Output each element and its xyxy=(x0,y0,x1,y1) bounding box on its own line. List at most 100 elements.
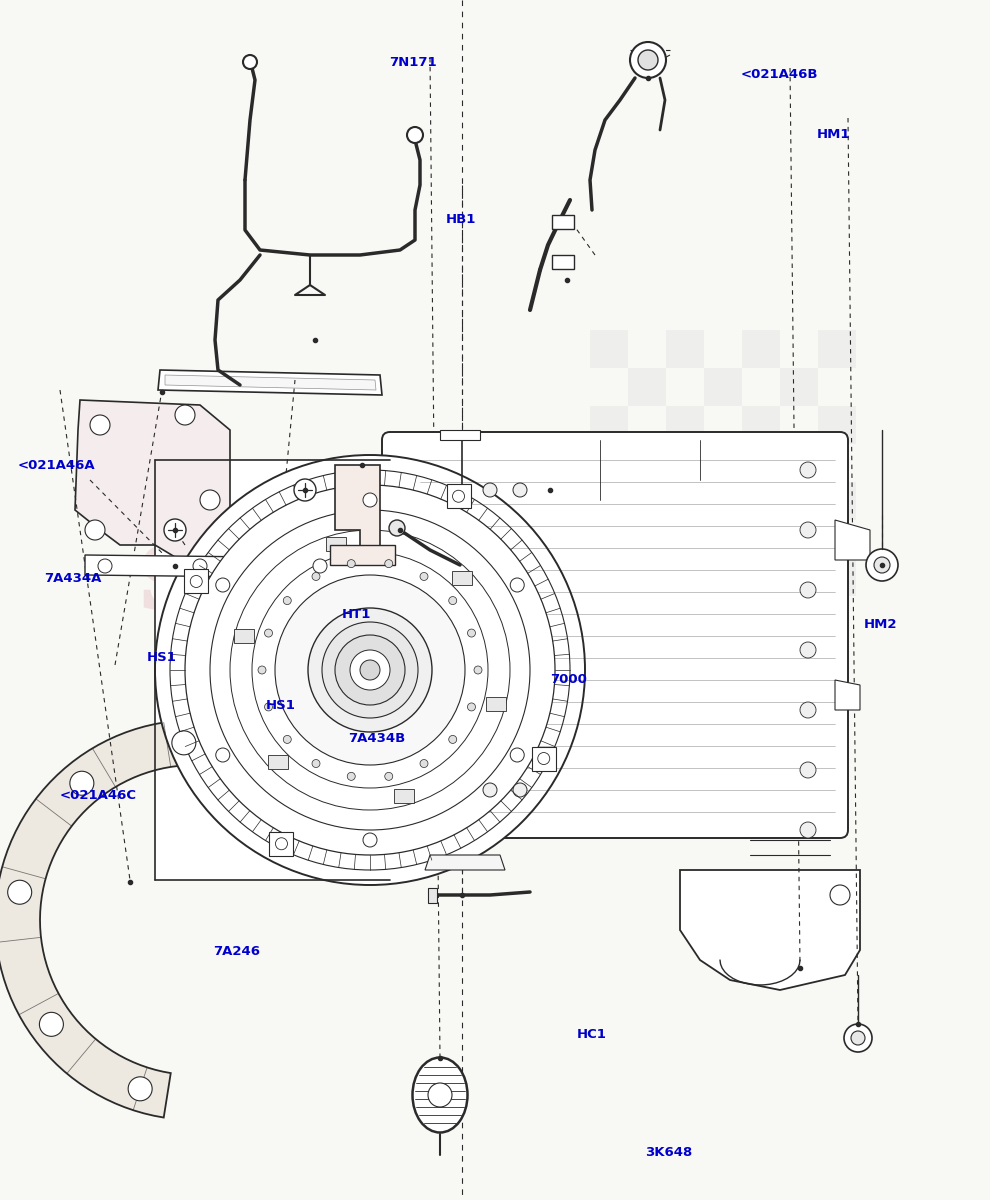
Circle shape xyxy=(200,490,220,510)
Polygon shape xyxy=(0,720,195,1117)
Circle shape xyxy=(264,703,272,710)
Bar xyxy=(628,368,666,406)
Circle shape xyxy=(800,762,816,778)
Circle shape xyxy=(70,772,94,796)
Circle shape xyxy=(172,731,196,755)
Bar xyxy=(590,330,628,368)
Circle shape xyxy=(510,748,525,762)
Bar xyxy=(742,330,780,368)
Text: HM1: HM1 xyxy=(817,128,850,140)
Bar xyxy=(269,832,293,856)
Polygon shape xyxy=(330,545,395,565)
Bar xyxy=(666,482,704,520)
Circle shape xyxy=(312,572,320,581)
Circle shape xyxy=(389,520,405,536)
Polygon shape xyxy=(440,430,480,440)
Circle shape xyxy=(467,629,475,637)
Bar xyxy=(704,368,742,406)
Circle shape xyxy=(407,127,423,143)
Polygon shape xyxy=(158,370,382,395)
Polygon shape xyxy=(165,374,376,390)
Bar xyxy=(590,482,628,520)
Circle shape xyxy=(252,552,488,788)
Polygon shape xyxy=(425,854,505,870)
Bar xyxy=(184,570,208,594)
Text: 7000: 7000 xyxy=(550,673,587,685)
Circle shape xyxy=(800,642,816,658)
Circle shape xyxy=(216,748,230,762)
Polygon shape xyxy=(680,870,860,990)
Circle shape xyxy=(98,559,112,572)
Circle shape xyxy=(347,559,355,568)
Circle shape xyxy=(800,822,816,838)
Circle shape xyxy=(363,493,377,506)
Bar xyxy=(590,406,628,444)
Circle shape xyxy=(185,485,555,854)
Bar xyxy=(666,558,704,596)
Bar xyxy=(780,368,818,406)
Bar xyxy=(451,571,472,586)
Text: HT1: HT1 xyxy=(342,608,371,620)
Text: 3K648: 3K648 xyxy=(645,1146,693,1158)
Circle shape xyxy=(385,559,393,568)
Bar xyxy=(552,215,574,229)
Bar xyxy=(780,520,818,558)
Text: 7A434A: 7A434A xyxy=(45,572,102,584)
Circle shape xyxy=(800,462,816,478)
Circle shape xyxy=(800,582,816,598)
Bar xyxy=(394,788,414,803)
Polygon shape xyxy=(85,554,345,578)
Circle shape xyxy=(448,596,456,605)
Text: HS1: HS1 xyxy=(147,652,176,664)
Circle shape xyxy=(243,55,257,68)
Bar xyxy=(818,558,856,596)
Circle shape xyxy=(350,650,390,690)
Circle shape xyxy=(170,470,570,870)
Circle shape xyxy=(851,1031,865,1045)
Circle shape xyxy=(193,559,207,572)
Circle shape xyxy=(322,622,418,718)
Circle shape xyxy=(283,596,291,605)
Circle shape xyxy=(385,773,393,780)
Bar xyxy=(532,746,555,770)
Circle shape xyxy=(308,608,432,732)
Circle shape xyxy=(420,572,428,581)
Circle shape xyxy=(347,773,355,780)
Bar xyxy=(590,558,628,596)
Circle shape xyxy=(800,702,816,718)
Circle shape xyxy=(866,550,898,581)
Bar xyxy=(235,629,254,643)
Circle shape xyxy=(294,479,316,502)
Bar xyxy=(780,444,818,482)
Polygon shape xyxy=(75,400,230,560)
Text: HM2: HM2 xyxy=(863,618,897,630)
Circle shape xyxy=(275,838,287,850)
Text: <021A46A: <021A46A xyxy=(18,460,95,472)
Circle shape xyxy=(335,635,405,704)
Bar xyxy=(666,330,704,368)
Text: scuderia: scuderia xyxy=(138,516,723,634)
Polygon shape xyxy=(335,464,380,560)
Bar xyxy=(628,444,666,482)
FancyBboxPatch shape xyxy=(382,432,848,838)
Text: <021A46B: <021A46B xyxy=(741,68,818,80)
Circle shape xyxy=(275,575,465,766)
Polygon shape xyxy=(428,888,437,902)
Circle shape xyxy=(483,482,497,497)
Circle shape xyxy=(164,518,186,541)
Circle shape xyxy=(175,404,195,425)
Circle shape xyxy=(452,491,464,503)
Circle shape xyxy=(428,1082,452,1106)
Bar xyxy=(742,406,780,444)
Circle shape xyxy=(85,520,105,540)
Circle shape xyxy=(844,1024,872,1052)
Bar xyxy=(742,558,780,596)
Circle shape xyxy=(630,42,666,78)
Text: car parts: car parts xyxy=(341,631,519,668)
Bar xyxy=(818,330,856,368)
Polygon shape xyxy=(835,680,860,710)
Text: HS1: HS1 xyxy=(265,700,295,712)
Circle shape xyxy=(474,666,482,674)
Circle shape xyxy=(638,50,658,70)
Bar xyxy=(446,485,470,509)
